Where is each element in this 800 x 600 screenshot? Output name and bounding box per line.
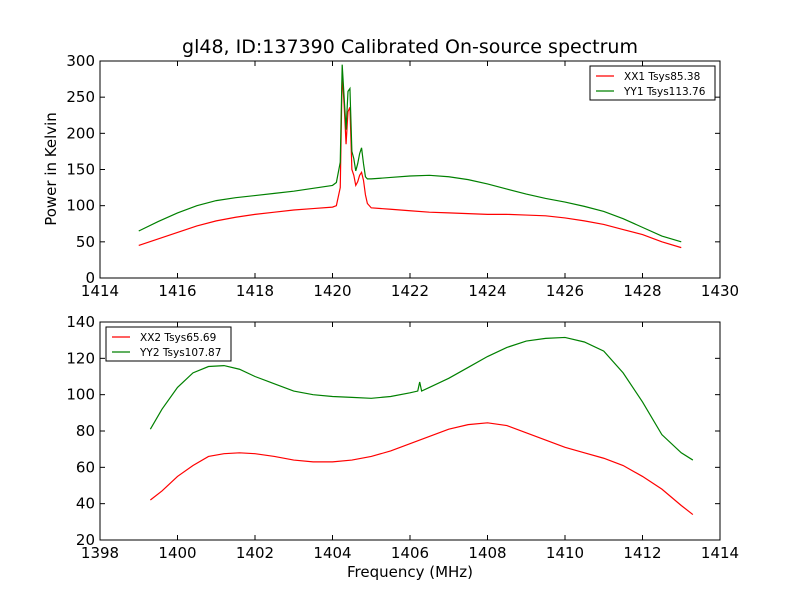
y-tick-label: 60 bbox=[76, 458, 95, 476]
series-line-xx2 bbox=[150, 422, 694, 516]
bottom-x-axis-label: Frequency (MHz) bbox=[347, 563, 473, 581]
x-tick-label: 1424 bbox=[468, 282, 506, 300]
x-tick-label: 1400 bbox=[158, 544, 196, 562]
y-tick-label: 300 bbox=[66, 52, 95, 70]
x-tick-label: 1428 bbox=[623, 282, 661, 300]
legend-label: YY1 Tsys113.76 bbox=[623, 86, 706, 98]
legend-box bbox=[105, 326, 232, 362]
y-tick-label: 120 bbox=[66, 349, 95, 367]
x-tick-label: 1414 bbox=[701, 544, 739, 562]
x-tick-label: 1420 bbox=[313, 282, 351, 300]
x-tick-label: 1422 bbox=[391, 282, 429, 300]
legend-label: XX1 Tsys85.38 bbox=[624, 71, 700, 83]
legend-label: YY2 Tsys107.87 bbox=[139, 347, 221, 359]
y-tick-label: 200 bbox=[66, 124, 95, 142]
x-tick-label: 1402 bbox=[236, 544, 274, 562]
legend: XX1 Tsys85.38 YY1 Tsys113.76 bbox=[589, 65, 716, 101]
y-tick-label: 100 bbox=[66, 197, 95, 215]
x-tick-label: 1406 bbox=[391, 544, 429, 562]
y-tick-label: 100 bbox=[66, 386, 95, 404]
x-tick-label: 1398 bbox=[81, 544, 119, 562]
y-tick-label: 150 bbox=[66, 161, 95, 179]
chart-title: gl48, ID:137390 Calibrated On-source spe… bbox=[182, 36, 638, 58]
x-tick-label: 1410 bbox=[546, 544, 584, 562]
legend-label: XX2 Tsys65.69 bbox=[140, 332, 216, 344]
series-line-yy1 bbox=[138, 64, 682, 243]
legend-box bbox=[589, 65, 716, 101]
x-tick-label: 1408 bbox=[468, 544, 506, 562]
y-tick-label: 80 bbox=[76, 422, 95, 440]
top-plot: 1414 1416 1418 1420 1422 1424 1426 1428 1430 0 50 1… bbox=[66, 52, 739, 300]
legend: XX2 Tsys65.69 YY2 Tsys107.87 bbox=[105, 326, 232, 362]
x-tick-label: 1418 bbox=[236, 282, 274, 300]
x-tick-label: 1416 bbox=[158, 282, 196, 300]
top-y-axis-label: Power in Kelvin bbox=[42, 112, 60, 226]
series-line-yy2 bbox=[149, 336, 694, 461]
bottom-plot: 1398 1400 1402 1404 1406 1408 1410 1412 1414 20 40… bbox=[66, 313, 739, 562]
x-tick-label: 1414 bbox=[81, 282, 119, 300]
y-tick-label: 250 bbox=[66, 88, 95, 106]
x-tick-label: 1430 bbox=[701, 282, 739, 300]
y-tick-label: 50 bbox=[76, 233, 95, 251]
y-tick-label: 0 bbox=[85, 269, 95, 287]
x-tick-label: 1426 bbox=[546, 282, 584, 300]
y-tick-label: 40 bbox=[76, 495, 95, 513]
series-line-xx1 bbox=[138, 73, 682, 249]
x-tick-label: 1404 bbox=[313, 544, 351, 562]
y-tick-label: 140 bbox=[66, 313, 95, 331]
y-tick-label: 20 bbox=[76, 531, 95, 549]
x-tick-label: 1412 bbox=[623, 544, 661, 562]
